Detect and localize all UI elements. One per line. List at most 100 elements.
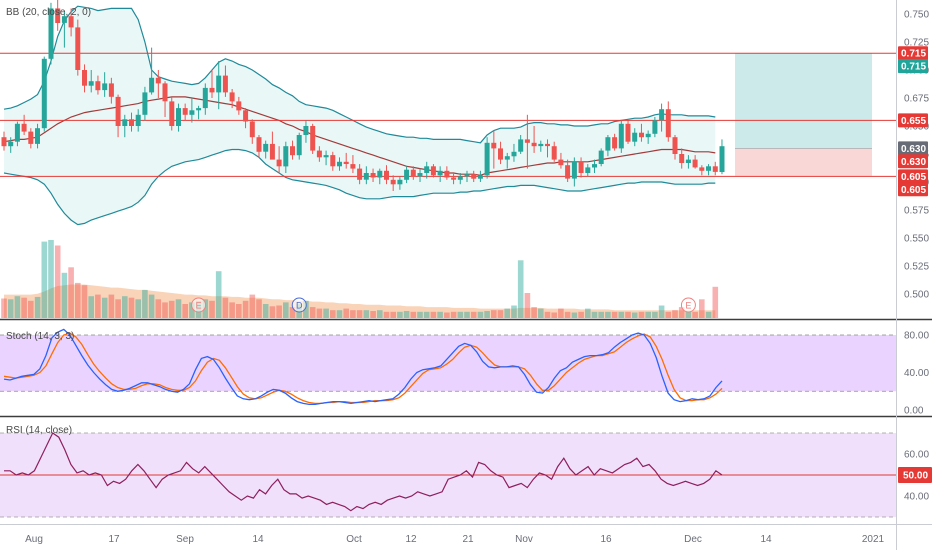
- earnings-marker[interactable]: E: [680, 297, 696, 313]
- candle: [135, 109, 141, 132]
- volume-bar: [343, 308, 349, 318]
- candle-body: [323, 155, 329, 158]
- volume-bar: [229, 302, 235, 318]
- volume-bar: [645, 311, 651, 318]
- volume-bar: [128, 297, 135, 318]
- volume-bar: [672, 310, 678, 318]
- bb-indicator-label[interactable]: BB (20, close, 2, 0): [6, 7, 91, 18]
- candle: [706, 164, 711, 176]
- candle: [75, 19, 81, 76]
- candle: [384, 165, 389, 185]
- price-axis[interactable]: 0.7500.7250.7000.6750.6500.6250.6000.575…: [898, 10, 932, 503]
- volume-bar: [363, 310, 370, 318]
- price-tick-label: 0.725: [904, 38, 929, 49]
- candle-body: [598, 150, 604, 164]
- earnings-marker-circle: [680, 297, 696, 313]
- candle-body: [706, 166, 711, 171]
- volume-bar: [162, 302, 168, 318]
- bb-fill: [4, 6, 716, 225]
- candle-body: [444, 170, 450, 178]
- event-markers[interactable]: E ED: [191, 297, 696, 313]
- price-tag: [898, 141, 928, 156]
- stoch-tick-label: 0.00: [904, 406, 924, 417]
- volume-bar: [276, 305, 282, 318]
- volume-bar: [551, 312, 557, 318]
- candle: [316, 146, 322, 162]
- candle-body: [337, 161, 342, 167]
- rsi-pane[interactable]: RSI (14, close): [0, 425, 896, 518]
- volume-bar: [215, 271, 222, 318]
- candle-body: [518, 139, 524, 152]
- stoch-indicator-label[interactable]: Stoch (14, 3, 3): [6, 331, 74, 342]
- candle-body: [276, 159, 282, 167]
- candle-body: [182, 108, 188, 115]
- candle-body: [68, 16, 74, 28]
- candle: [330, 151, 336, 171]
- price-tick-label: 0.550: [904, 234, 929, 245]
- candle-body: [343, 161, 349, 164]
- volume-bar: [256, 299, 262, 318]
- candle-body: [48, 8, 54, 59]
- volume-bar: [283, 302, 289, 318]
- price-tick-label: 0.500: [904, 290, 929, 301]
- candle-body: [585, 167, 591, 173]
- candle: [551, 141, 557, 162]
- candle-body: [484, 142, 490, 176]
- volume-bar: [182, 304, 188, 318]
- candle: [377, 168, 383, 185]
- rsi-indicator-label[interactable]: RSI (14, close): [6, 425, 72, 436]
- earnings-marker[interactable]: E: [191, 297, 207, 313]
- candle-body: [659, 109, 665, 121]
- candle: [538, 140, 544, 152]
- candle-body: [605, 137, 611, 151]
- volume-bar: [511, 305, 517, 318]
- stochastic-pane[interactable]: Stoch (14, 3, 3): [0, 328, 896, 406]
- volume-bar: [437, 311, 443, 318]
- dividend-marker[interactable]: D: [291, 297, 307, 313]
- candle: [685, 155, 691, 169]
- candle-body: [310, 126, 316, 151]
- candle: [605, 135, 611, 157]
- price-tag: [898, 154, 928, 169]
- volume-bar: [48, 240, 54, 318]
- candle-body: [216, 75, 222, 93]
- price-tag: [898, 113, 928, 128]
- candle-body: [652, 120, 658, 134]
- candle-body: [679, 154, 685, 163]
- volume-bar: [417, 311, 423, 318]
- candle: [216, 61, 222, 110]
- volume-bar: [316, 308, 323, 318]
- candle-body: [202, 87, 208, 109]
- volume-bar: [658, 305, 665, 318]
- volume-bar: [108, 294, 115, 318]
- volume-bar: [397, 311, 403, 318]
- candle: [578, 157, 584, 178]
- volume-bar: [370, 311, 376, 318]
- candle: [404, 166, 410, 184]
- candle: [598, 148, 604, 167]
- earnings-marker-text: E: [685, 301, 691, 311]
- candle: [115, 94, 121, 138]
- volume-bar: [390, 311, 396, 318]
- candle: [545, 139, 550, 158]
- candle: [283, 141, 289, 173]
- candle-body: [189, 110, 195, 115]
- bb-upper-band: [3, 5, 716, 144]
- volume-bar: [410, 311, 417, 318]
- volume-bar: [564, 311, 571, 318]
- volume-bar: [457, 311, 464, 318]
- stoch-d-line: [3, 332, 723, 405]
- price-tag-label: 0.630: [901, 144, 926, 155]
- time-axis[interactable]: Aug 17 Sep 14 Oct 12 21 Nov 16 Dec 14 2021: [25, 534, 884, 545]
- volume-bar: [222, 297, 229, 318]
- candle-body: [618, 123, 624, 149]
- candle-body: [14, 123, 20, 142]
- candle-body: [719, 146, 725, 172]
- candle-body: [256, 137, 262, 152]
- rsi-midline-tag: [898, 467, 932, 483]
- candle: [209, 70, 215, 98]
- price-pane[interactable]: E E D BB (20, close, 2, 0): [0, 0, 896, 318]
- candle-body: [95, 81, 101, 91]
